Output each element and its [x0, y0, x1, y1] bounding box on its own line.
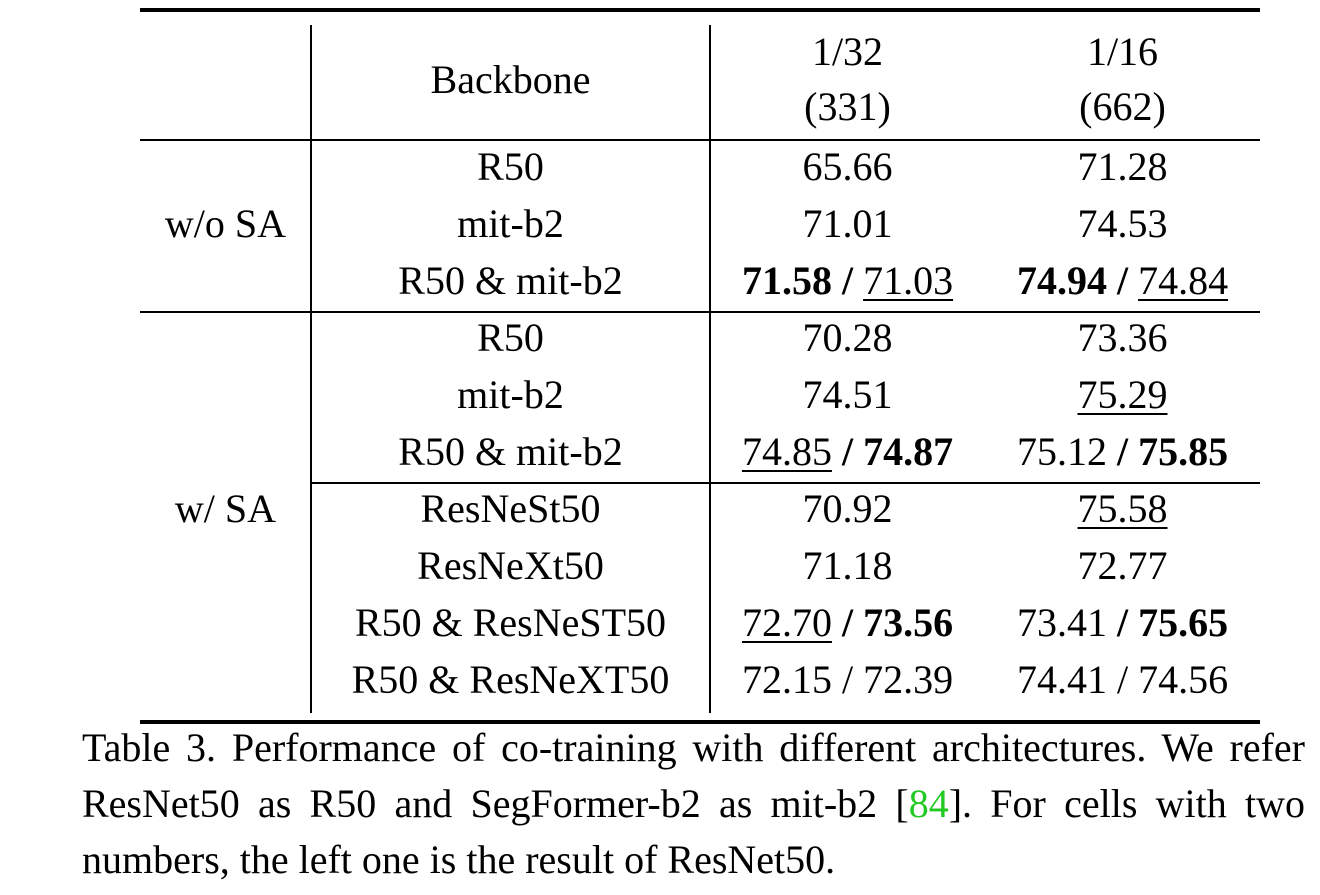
group-label: w/o SA [164, 201, 287, 246]
value: 73.36 [1077, 315, 1168, 360]
value: 70.28 [802, 315, 893, 360]
value: 74.84 [1138, 258, 1229, 303]
top-rule [140, 8, 1260, 12]
header-column: 1/16 [1086, 29, 1159, 74]
value-cell: 70.28 [710, 310, 985, 366]
column-divider [310, 25, 312, 713]
separator: / [841, 258, 854, 303]
caption-text: Table 3. Performance of co-training with… [82, 725, 1305, 826]
value: 74.94 [1016, 258, 1107, 303]
citation[interactable]: 84 [908, 781, 949, 826]
backbone: R50 & ResNeST50 [354, 600, 667, 645]
value-cell: 74.94/74.84 [985, 253, 1260, 309]
backbone: R50 & mit-b2 [398, 258, 623, 303]
value: 75.85 [1138, 429, 1229, 474]
separator: / [1116, 600, 1129, 645]
value: 71.28 [1077, 144, 1168, 189]
backbone: R50 & mit-b2 [398, 429, 623, 474]
bottom-rule [140, 720, 1260, 724]
backbone: R50 [477, 315, 544, 360]
value-cell: 74.51 [710, 367, 985, 423]
value-cell: 74.41/74.56 [985, 652, 1260, 708]
separator: / [1116, 429, 1129, 474]
backbone: ResNeXt50 [417, 543, 604, 588]
value: 74.87 [863, 429, 954, 474]
value: 75.58 [1077, 486, 1168, 531]
value: 73.56 [863, 600, 954, 645]
value-cell: 71.18 [710, 538, 985, 594]
value: 74.41 [1016, 657, 1107, 702]
value: 71.03 [863, 258, 954, 303]
header-column: (331) [804, 84, 891, 129]
value: 72.70 [741, 600, 832, 645]
caption: Table 3. Performance of co-training with… [82, 720, 1305, 888]
value: 74.53 [1077, 201, 1168, 246]
separator: / [841, 600, 854, 645]
value: 70.92 [802, 486, 893, 531]
group-label: w/ SA [174, 486, 277, 531]
value: 75.65 [1138, 600, 1229, 645]
value-cell: 71.58/71.03 [710, 253, 985, 309]
column-divider [709, 25, 711, 713]
value-cell: 75.58 [985, 481, 1260, 537]
backbone: R50 & ResNeXT50 [351, 657, 670, 702]
group-rule [140, 311, 1260, 313]
value: 75.29 [1077, 372, 1168, 417]
value-cell: 75.29 [985, 367, 1260, 423]
value-cell: 75.12/75.85 [985, 424, 1260, 480]
value: 73.41 [1016, 600, 1107, 645]
separator: / [1116, 657, 1129, 702]
value: 72.77 [1077, 543, 1168, 588]
value: 72.15 [741, 657, 832, 702]
backbone: mit-b2 [457, 201, 564, 246]
value: 75.12 [1016, 429, 1107, 474]
caption-text: ]. For cells with two numbers, the left … [82, 781, 1305, 882]
header-column: (662) [1079, 84, 1166, 129]
separator: / [1116, 258, 1129, 303]
value-cell: 74.53 [985, 196, 1260, 252]
header-column: 1/32 [811, 29, 884, 74]
backbone: R50 [477, 144, 544, 189]
section-rule [311, 482, 1260, 484]
backbone: mit-b2 [457, 372, 564, 417]
separator: / [841, 429, 854, 474]
value-cell: 72.15/72.39 [710, 652, 985, 708]
value-cell: 70.92 [710, 481, 985, 537]
value: 74.51 [802, 372, 893, 417]
value-cell: 72.70/73.56 [710, 595, 985, 651]
header-backbone: Backbone [430, 57, 591, 102]
value: 74.85 [741, 429, 832, 474]
value-cell: 71.28 [985, 139, 1260, 195]
value-cell: 73.36 [985, 310, 1260, 366]
backbone: ResNeSt50 [420, 486, 601, 531]
value-cell: 73.41/75.65 [985, 595, 1260, 651]
value: 74.56 [1138, 657, 1229, 702]
value-cell: 74.85/74.87 [710, 424, 985, 480]
value-cell: 72.77 [985, 538, 1260, 594]
value: 71.01 [802, 201, 893, 246]
header-rule [140, 139, 1260, 141]
separator: / [841, 657, 854, 702]
value: 72.39 [863, 657, 954, 702]
value: 71.58 [741, 258, 832, 303]
value-cell: 65.66 [710, 139, 985, 195]
value: 71.18 [802, 543, 893, 588]
value-cell: 71.01 [710, 196, 985, 252]
value: 65.66 [802, 144, 893, 189]
